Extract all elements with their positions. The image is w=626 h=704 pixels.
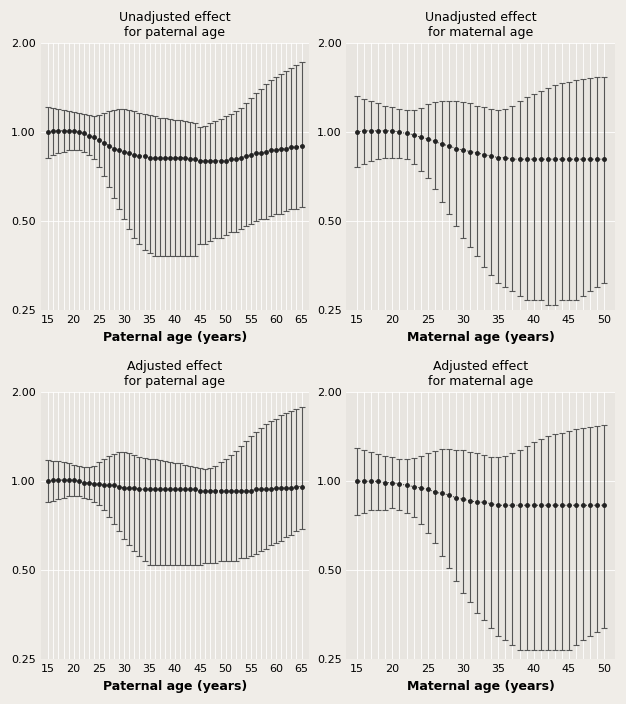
Title: Adjusted effect
for maternal age: Adjusted effect for maternal age [428, 360, 533, 389]
X-axis label: Maternal age (years): Maternal age (years) [407, 331, 555, 344]
X-axis label: Paternal age (years): Paternal age (years) [103, 680, 247, 693]
X-axis label: Paternal age (years): Paternal age (years) [103, 331, 247, 344]
X-axis label: Maternal age (years): Maternal age (years) [407, 680, 555, 693]
Title: Unadjusted effect
for paternal age: Unadjusted effect for paternal age [119, 11, 231, 39]
Title: Adjusted effect
for paternal age: Adjusted effect for paternal age [125, 360, 225, 389]
Title: Unadjusted effect
for maternal age: Unadjusted effect for maternal age [425, 11, 536, 39]
